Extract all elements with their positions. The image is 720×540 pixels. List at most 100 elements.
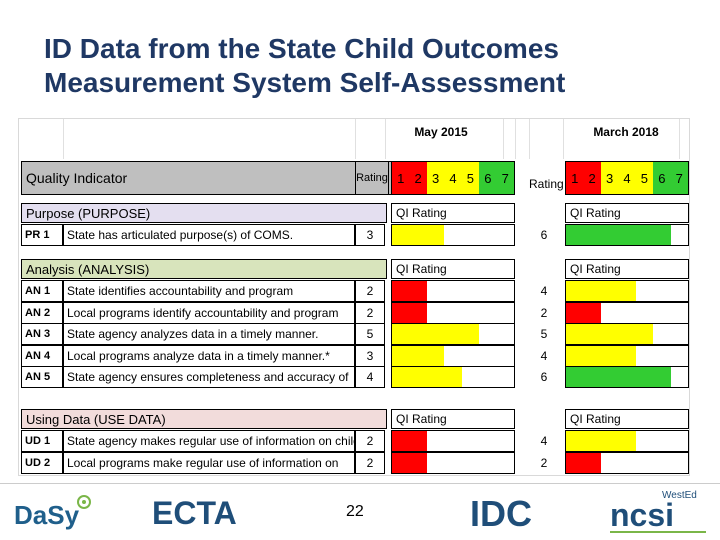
idc-logo: IDC bbox=[470, 493, 546, 534]
row-description: Local programs identify accountability a… bbox=[63, 301, 355, 324]
rating-bar-fill bbox=[392, 225, 445, 245]
row-code: AN 5 bbox=[21, 366, 63, 388]
scale-step-5: 5 bbox=[635, 162, 654, 194]
rating-2015-value: 2 bbox=[355, 280, 385, 302]
scale-step-6: 6 bbox=[653, 162, 671, 194]
row-description: State agency ensures completeness and ac… bbox=[63, 366, 355, 388]
scale-step-7: 7 bbox=[670, 162, 688, 194]
row-code: AN 2 bbox=[21, 301, 63, 324]
rating-bar-fill bbox=[392, 324, 480, 344]
rating-bar-fill bbox=[392, 431, 427, 451]
rating-bar-fill bbox=[566, 281, 636, 301]
svg-text:ncsi: ncsi bbox=[610, 497, 674, 533]
rating-bar-fill bbox=[566, 225, 671, 245]
rating-2018-value: 6 bbox=[540, 370, 548, 384]
svg-text:ECTA: ECTA bbox=[152, 495, 237, 528]
rating-bar-2018 bbox=[565, 344, 689, 367]
rating-bar-2018 bbox=[565, 451, 689, 474]
rating-bar-fill bbox=[566, 452, 601, 473]
row-code: AN 3 bbox=[21, 323, 63, 345]
quality-indicator-label: Quality Indicator bbox=[26, 170, 128, 186]
qi-rating-label: QI Rating bbox=[565, 409, 689, 429]
svg-text:WestEd: WestEd bbox=[662, 490, 697, 501]
scale-step-7: 7 bbox=[496, 162, 514, 194]
rating-2018-value: 4 bbox=[540, 284, 548, 298]
ecta-logo: ECTA bbox=[152, 494, 242, 531]
dasy-logo: DaSy bbox=[14, 494, 94, 534]
scale-step-4: 4 bbox=[618, 162, 636, 194]
rating-bar-2018 bbox=[565, 366, 689, 388]
row-description: State identifies accountability and prog… bbox=[63, 280, 355, 302]
rating-2015-value: 4 bbox=[355, 366, 385, 388]
rating-bar-fill bbox=[392, 281, 427, 301]
rating-bar-2015 bbox=[391, 344, 515, 367]
footer-divider bbox=[0, 483, 720, 484]
self-assessment-table: May 2015 March 2018 Quality Indicator Ra… bbox=[18, 118, 690, 476]
rating-bar-fill bbox=[392, 452, 427, 473]
page-number: 22 bbox=[346, 503, 364, 520]
rating-2015-value: 5 bbox=[355, 323, 385, 345]
qi-rating-label: QI Rating bbox=[565, 259, 689, 279]
rating-bar-fill bbox=[566, 302, 601, 323]
rating-bar-fill bbox=[392, 345, 445, 366]
rating-2015-value: 2 bbox=[355, 451, 385, 474]
rating-bar-fill bbox=[392, 302, 427, 323]
section-header-purpose: Purpose (PURPOSE) bbox=[21, 203, 387, 223]
row-code: UD 1 bbox=[21, 430, 63, 452]
row-code: PR 1 bbox=[21, 224, 63, 246]
rating-bar-2015 bbox=[391, 366, 515, 388]
scale-step-1: 1 bbox=[566, 162, 584, 194]
rating-bar-2018 bbox=[565, 224, 689, 246]
period-may-2015: May 2015 bbox=[414, 125, 468, 139]
rating-bar-2018 bbox=[565, 280, 689, 302]
scale-step-2: 2 bbox=[409, 162, 427, 194]
rating-bar-fill bbox=[566, 345, 636, 366]
scale-step-6: 6 bbox=[479, 162, 497, 194]
qi-rating-label: QI Rating bbox=[391, 203, 515, 223]
rating-2018-value: 5 bbox=[540, 327, 548, 341]
row-description: Local programs analyze data in a timely … bbox=[63, 344, 355, 367]
rating-bar-2015 bbox=[391, 301, 515, 324]
row-code: AN 1 bbox=[21, 280, 63, 302]
rating-bar-fill bbox=[566, 324, 654, 344]
qi-rating-label: QI Rating bbox=[391, 259, 515, 279]
rating-bar-2018 bbox=[565, 430, 689, 452]
section-header-usedata: Using Data (USE DATA) bbox=[21, 409, 387, 429]
rating-2018-value: 4 bbox=[540, 434, 548, 448]
rating-2018-value: 2 bbox=[540, 305, 548, 320]
rating-bar-2015 bbox=[391, 280, 515, 302]
row-description: State has articulated purpose(s) of COMS… bbox=[63, 224, 355, 246]
rating-bar-fill bbox=[392, 367, 462, 387]
row-code: UD 2 bbox=[21, 451, 63, 474]
rating-2015-value: 3 bbox=[355, 344, 385, 367]
rating-bar-2015 bbox=[391, 323, 515, 345]
scale-step-3: 3 bbox=[600, 162, 619, 194]
row-description: State agency analyzes data in a timely m… bbox=[63, 323, 355, 345]
quality-indicator-header: Quality Indicator bbox=[21, 161, 403, 195]
rating-bar-2018 bbox=[565, 323, 689, 345]
rating-header-right: Rating bbox=[529, 177, 564, 191]
row-description: Local programs make regular use of infor… bbox=[63, 451, 355, 474]
svg-text:IDC: IDC bbox=[470, 494, 532, 530]
qi-rating-label: QI Rating bbox=[565, 203, 689, 223]
slide-title: ID Data from the State Child Outcomes Me… bbox=[44, 33, 566, 98]
rating-2015-value: 2 bbox=[355, 301, 385, 324]
row-description: State agency makes regular use of inform… bbox=[63, 430, 355, 452]
scale-step-2: 2 bbox=[583, 162, 601, 194]
scale-step-3: 3 bbox=[426, 162, 445, 194]
svg-text:DaSy: DaSy bbox=[14, 500, 80, 530]
rating-bar-fill bbox=[566, 367, 671, 387]
rating-2018-value: 6 bbox=[540, 228, 548, 242]
period-march-2018: March 2018 bbox=[593, 125, 659, 139]
ncsi-logo: WestEd ncsi bbox=[610, 486, 710, 536]
section-header-analysis: Analysis (ANALYSIS) bbox=[21, 259, 387, 279]
scale-step-1: 1 bbox=[392, 162, 410, 194]
rating-2015-value: 2 bbox=[355, 430, 385, 452]
row-code: AN 4 bbox=[21, 344, 63, 367]
scale-step-4: 4 bbox=[444, 162, 462, 194]
rating-bar-2015 bbox=[391, 224, 515, 246]
rating-bar-2015 bbox=[391, 451, 515, 474]
rating-bar-fill bbox=[566, 431, 636, 451]
rating-bar-2018 bbox=[565, 301, 689, 324]
